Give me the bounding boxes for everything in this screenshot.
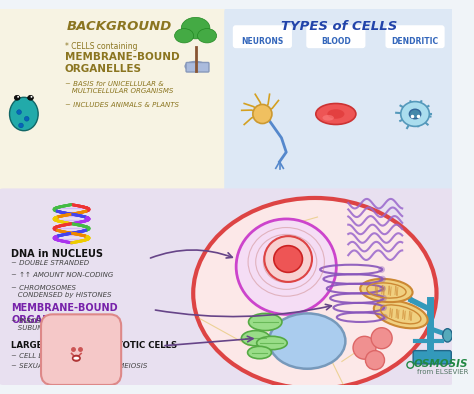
Ellipse shape [248,313,282,331]
Ellipse shape [379,276,386,282]
Ellipse shape [73,357,79,360]
FancyBboxPatch shape [0,188,454,385]
FancyBboxPatch shape [0,7,227,198]
Ellipse shape [374,300,428,328]
Ellipse shape [17,110,21,115]
Ellipse shape [236,219,337,314]
Ellipse shape [365,351,384,370]
FancyBboxPatch shape [186,63,209,72]
Ellipse shape [353,336,376,359]
Ellipse shape [401,102,429,126]
Text: ~ INCLUDES ANIMALS & PLANTS: ~ INCLUDES ANIMALS & PLANTS [65,102,179,108]
FancyBboxPatch shape [233,25,292,48]
Ellipse shape [17,96,19,98]
Ellipse shape [18,123,23,128]
FancyBboxPatch shape [41,314,121,385]
Ellipse shape [181,17,210,39]
Ellipse shape [410,109,421,119]
Text: * CELLS containing: * CELLS containing [65,43,137,52]
Ellipse shape [30,96,32,98]
FancyBboxPatch shape [385,25,445,48]
Ellipse shape [269,313,346,369]
Ellipse shape [253,104,272,124]
Ellipse shape [379,285,386,292]
Ellipse shape [327,109,345,119]
Text: NEURONS: NEURONS [241,37,283,46]
Text: ~ ↑↑ AMOUNT NON-CODING: ~ ↑↑ AMOUNT NON-CODING [11,272,114,279]
Ellipse shape [247,346,272,359]
Text: LARGER than PROKARYOTIC CELLS: LARGER than PROKARYOTIC CELLS [11,341,178,350]
Ellipse shape [316,104,356,125]
Text: ~ RIBOSOMES 80S (40S & 60S
   SUBUNITS): ~ RIBOSOMES 80S (40S & 60S SUBUNITS) [11,317,119,331]
Text: MEMBRANE-BOUND
ORGANELLES: MEMBRANE-BOUND ORGANELLES [11,303,118,325]
Ellipse shape [360,279,412,302]
FancyBboxPatch shape [306,25,365,48]
Ellipse shape [443,329,452,342]
Ellipse shape [198,29,217,43]
Ellipse shape [241,331,270,346]
Ellipse shape [9,97,38,131]
Text: from ELSEVIER: from ELSEVIER [417,370,468,375]
Ellipse shape [256,336,287,349]
Text: ~ CELL DIVISION by MITOSIS: ~ CELL DIVISION by MITOSIS [11,353,113,359]
Ellipse shape [193,198,437,389]
Ellipse shape [381,314,388,321]
Text: TYPES of CELLS: TYPES of CELLS [281,20,397,33]
Ellipse shape [27,95,33,100]
Ellipse shape [174,29,194,43]
Ellipse shape [380,304,387,311]
Ellipse shape [400,285,408,290]
Ellipse shape [380,295,387,301]
Ellipse shape [24,116,29,121]
Ellipse shape [14,95,20,100]
Ellipse shape [274,246,302,272]
Text: BLOOD: BLOOD [321,37,351,46]
FancyBboxPatch shape [224,7,454,198]
Ellipse shape [264,236,312,282]
Ellipse shape [73,355,80,361]
Text: OSMOSIS: OSMOSIS [413,359,468,369]
Ellipse shape [185,61,206,71]
Ellipse shape [371,328,392,349]
Text: ~ CHROMOSOMES
   CONDENSED by HISTONES: ~ CHROMOSOMES CONDENSED by HISTONES [11,285,112,298]
Text: DENDRITIC: DENDRITIC [392,37,438,46]
Text: ~ SEXUAL REPRODUCTION by MEIOSIS: ~ SEXUAL REPRODUCTION by MEIOSIS [11,363,148,369]
Text: BACKGROUND: BACKGROUND [67,20,172,33]
Ellipse shape [378,266,385,273]
Text: DNA in NUCLEUS: DNA in NUCLEUS [11,249,103,260]
Ellipse shape [322,115,334,121]
Text: ~ BASIS for UNICELLULAR &
   MULTICELLULAR ORGANISMS: ~ BASIS for UNICELLULAR & MULTICELLULAR … [65,81,173,94]
Text: ~ DOUBLE STRANDED: ~ DOUBLE STRANDED [11,260,90,266]
Text: MEMBRANE-BOUND
ORGANELLES: MEMBRANE-BOUND ORGANELLES [65,52,180,74]
FancyBboxPatch shape [413,351,451,364]
